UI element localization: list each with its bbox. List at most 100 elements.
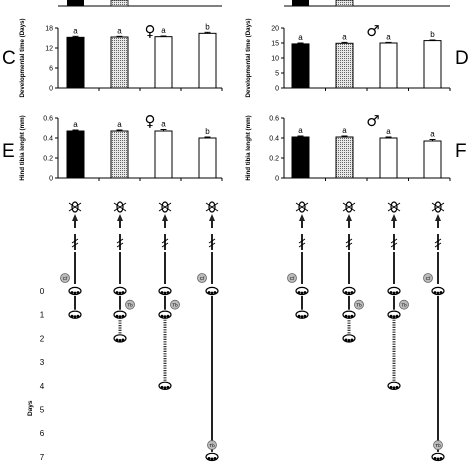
significance-letter: a [73, 26, 78, 35]
tag-label: Tb [401, 303, 407, 308]
arrow-head [299, 214, 305, 221]
sex-symbol: ♂ [366, 112, 379, 130]
chart-d-male-developmental-time: 0 5 10 15 20 Developmental time (Days) a a a b ♂ [245, 18, 451, 98]
egg-dot [392, 315, 396, 319]
axis-break [345, 238, 353, 244]
y-tick-label: 0.6 [43, 116, 53, 123]
egg-dot [210, 291, 214, 295]
tag-badge [423, 273, 433, 283]
significance-letter: a [161, 26, 166, 35]
rearing-timeline: 0 1 2 3 4 5 6 7 Cf Tb Tb Cf Tb Cf Tb Tb Cf Tb [40, 201, 445, 462]
axis-break [345, 242, 353, 248]
egg-dot [300, 291, 304, 295]
day-label: 2 [40, 334, 45, 343]
significance-letter: a [430, 130, 435, 139]
day-label: 7 [40, 453, 45, 462]
insect-leg [68, 202, 82, 212]
tag-label: Tb [209, 443, 215, 448]
egg-dot [118, 339, 122, 342]
axis-break [434, 238, 442, 244]
y-tick-label: 0.2 [269, 156, 279, 163]
egg-dot [115, 291, 119, 294]
tag-label: Tb [172, 303, 178, 308]
arrow-head [209, 214, 215, 221]
significance-letter: a [342, 126, 347, 135]
egg-dot [344, 291, 348, 294]
axis-break [390, 242, 398, 248]
y-tick-label: 18 [45, 26, 53, 33]
insect-leg [205, 202, 219, 212]
egg-dot [163, 291, 167, 295]
bar [198, 137, 217, 179]
y-axis-label: Hind tibia lenght (mm) [245, 115, 252, 180]
axis-break [434, 242, 442, 248]
egg-dot [121, 291, 125, 294]
egg-dot [439, 457, 443, 460]
bar [110, 130, 129, 179]
egg-dot [347, 291, 351, 295]
y-axis-label: Developmental time (Days) [245, 18, 252, 97]
arrow-head [346, 214, 352, 221]
egg-dot [166, 314, 170, 318]
egg-dot [163, 386, 167, 390]
tag-badge [125, 299, 135, 310]
significance-letter: a [73, 120, 78, 129]
bar [423, 140, 442, 179]
y-tick-label: 0.6 [269, 116, 279, 123]
egg-dot [76, 314, 80, 318]
chart-c-female-developmental-time: 0 6 12 18 Developmental time (Days) a a a b ♀ [19, 18, 223, 98]
y-tick-label: 0.2 [43, 156, 53, 163]
day-label: 6 [40, 429, 45, 438]
egg-dot [300, 315, 304, 319]
significance-letter: a [298, 33, 303, 42]
egg-dot [392, 291, 396, 295]
egg-dot [160, 385, 164, 389]
sex-symbol: ♀ [145, 22, 156, 40]
egg-dot [439, 291, 443, 294]
significance-letter: a [298, 126, 303, 135]
chart-e-female-hind-tibia: 0 0.2 0.4 0.6 Hind tibia lenght (mm) a a a b ♀ [19, 112, 223, 183]
axis-break [390, 238, 398, 244]
insect-leg [342, 202, 356, 212]
tag-label: Cf [200, 276, 205, 281]
egg-dot [166, 291, 170, 294]
tag-badge [433, 440, 443, 450]
egg-dot [392, 386, 396, 390]
egg-dot [395, 291, 399, 294]
panel-label-f: F [455, 141, 467, 162]
bar [379, 137, 398, 179]
egg-dot [395, 314, 399, 318]
tag-badge [399, 299, 409, 310]
day-label: 3 [40, 358, 45, 367]
bar [66, 130, 85, 179]
treatment-column: Tb [158, 201, 180, 390]
tag-label: Cf [290, 276, 295, 281]
axis-break [208, 238, 216, 244]
egg-dot [297, 314, 301, 318]
tag-badge [354, 299, 364, 310]
significance-letter: a [386, 127, 391, 136]
y-axis-label: Hind tibia lenght (mm) [19, 115, 26, 180]
egg-dot [347, 315, 351, 319]
egg-dot [213, 457, 217, 460]
egg-dot [347, 339, 351, 342]
tag-badge [207, 440, 217, 450]
tag-label: Tb [127, 303, 133, 308]
significance-letter: b [205, 22, 210, 31]
bar [335, 136, 354, 179]
day-label: 4 [40, 382, 45, 391]
treatment-column: Tb [113, 201, 135, 343]
y-tick-label: 0 [49, 86, 53, 93]
significance-letter: a [386, 32, 391, 41]
arrow-head [117, 214, 123, 221]
egg-dot [73, 315, 77, 319]
axis-break [161, 242, 169, 248]
day-label: 5 [40, 406, 45, 415]
insect-leg [295, 202, 309, 212]
egg-dot [303, 314, 307, 318]
tag-label: Cf [63, 276, 68, 281]
significance-letter: b [205, 127, 210, 136]
significance-letter: b [430, 30, 435, 39]
axis-break [116, 242, 124, 248]
egg-dot [297, 291, 301, 294]
